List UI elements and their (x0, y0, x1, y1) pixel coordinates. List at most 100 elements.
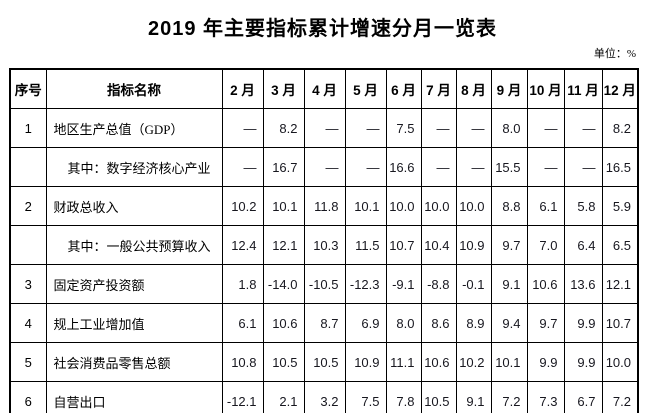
column-header-jun: 6 月 (385, 68, 422, 109)
unit-label: 单位：% (593, 48, 636, 60)
indicator-name-cell: 其中：数字经济核心产业 (45, 147, 223, 187)
value-cell: — (303, 108, 346, 148)
value-cell: -9.1 (385, 264, 422, 304)
value-cell: -8.8 (420, 264, 457, 304)
value-cell: — (526, 147, 565, 187)
value-cell: 9.1 (490, 264, 528, 304)
value-cell: 10.0 (420, 186, 457, 226)
value-cell: 10.4 (420, 225, 457, 265)
value-cell: 5.8 (563, 186, 603, 226)
value-cell: 8.0 (490, 108, 528, 148)
value-cell: — (455, 108, 492, 148)
table-row: 其中：一般公共预算收入 12.4 12.1 10.3 11.5 10.7 10.… (9, 225, 639, 265)
column-header-apr: 4 月 (303, 68, 346, 109)
value-cell: 6.9 (344, 303, 387, 343)
row-number-cell (9, 147, 47, 187)
column-header-nov: 11 月 (563, 68, 603, 109)
table-row: 1 地区生产总值（GDP） — 8.2 — — 7.5 — — 8.0 — — … (9, 108, 639, 148)
value-cell: 7.2 (601, 381, 639, 413)
value-cell: 10.8 (221, 342, 264, 382)
row-number-cell: 5 (9, 342, 47, 382)
value-cell: 7.0 (526, 225, 565, 265)
value-cell: 1.8 (221, 264, 264, 304)
value-cell: 6.7 (563, 381, 603, 413)
value-cell: 9.7 (526, 303, 565, 343)
value-cell: 11.5 (344, 225, 387, 265)
value-cell: -14.0 (262, 264, 305, 304)
row-number-cell: 2 (9, 186, 47, 226)
value-cell: 7.5 (344, 381, 387, 413)
value-cell: — (221, 147, 264, 187)
value-cell: 8.0 (385, 303, 422, 343)
value-cell: 10.1 (344, 186, 387, 226)
value-cell: 2.1 (262, 381, 305, 413)
table-row: 5 社会消费品零售总额 10.8 10.5 10.5 10.9 11.1 10.… (9, 342, 639, 382)
value-cell: 6.5 (601, 225, 639, 265)
table-row: 2 财政总收入 10.2 10.1 11.8 10.1 10.0 10.0 10… (9, 186, 639, 226)
value-cell: 10.7 (385, 225, 422, 265)
value-cell: 10.2 (455, 342, 492, 382)
value-cell: 15.5 (490, 147, 528, 187)
value-cell: 9.7 (490, 225, 528, 265)
value-cell: 10.1 (490, 342, 528, 382)
value-cell: -10.5 (303, 264, 346, 304)
value-cell: 16.7 (262, 147, 305, 187)
column-header-jul: 7 月 (420, 68, 457, 109)
value-cell: 10.5 (420, 381, 457, 413)
value-cell: 10.0 (601, 342, 639, 382)
page-title: 2019 年主要指标累计增速分月一览表 (147, 18, 498, 40)
value-cell: -0.1 (455, 264, 492, 304)
column-header-may: 5 月 (344, 68, 387, 109)
value-cell: — (526, 108, 565, 148)
row-number-cell: 4 (9, 303, 47, 343)
value-cell: 10.6 (262, 303, 305, 343)
value-cell: 10.0 (455, 186, 492, 226)
value-cell: 7.2 (490, 381, 528, 413)
value-cell: — (563, 147, 603, 187)
indicator-name-cell: 社会消费品零售总额 (45, 342, 223, 382)
value-cell: 16.6 (385, 147, 422, 187)
value-cell: 6.4 (563, 225, 603, 265)
column-header-serial: 序号 (9, 68, 47, 109)
value-cell: 10.7 (601, 303, 639, 343)
value-cell: 8.7 (303, 303, 346, 343)
column-header-sep: 9 月 (490, 68, 528, 109)
header-row: 序号 指标名称 2 月 3 月 4 月 5 月 6 月 7 月 8 月 9 月 … (9, 68, 639, 109)
value-cell: 10.3 (303, 225, 346, 265)
value-cell: 7.5 (385, 108, 422, 148)
value-cell: 9.9 (563, 342, 603, 382)
value-cell: 10.5 (262, 342, 305, 382)
value-cell: 12.1 (262, 225, 305, 265)
value-cell: 9.1 (455, 381, 492, 413)
indicator-name-cell: 规上工业增加值 (45, 303, 223, 343)
value-cell: 10.9 (455, 225, 492, 265)
value-cell: 5.9 (601, 186, 639, 226)
value-cell: 11.1 (385, 342, 422, 382)
value-cell: — (420, 147, 457, 187)
value-cell: 10.0 (385, 186, 422, 226)
value-cell: 3.2 (303, 381, 346, 413)
value-cell: — (344, 108, 387, 148)
value-cell: 12.4 (221, 225, 264, 265)
value-cell: 8.8 (490, 186, 528, 226)
value-cell: — (420, 108, 457, 148)
indicator-name-cell: 固定资产投资额 (45, 264, 223, 304)
value-cell: 10.5 (303, 342, 346, 382)
value-cell: 7.8 (385, 381, 422, 413)
value-cell: -12.1 (221, 381, 264, 413)
table-row: 6 自营出口 -12.1 2.1 3.2 7.5 7.8 10.5 9.1 7.… (9, 381, 639, 413)
column-header-mar: 3 月 (262, 68, 305, 109)
value-cell: 10.6 (526, 264, 565, 304)
value-cell: 8.2 (601, 108, 639, 148)
table-row: 3 固定资产投资额 1.8 -14.0 -10.5 -12.3 -9.1 -8.… (9, 264, 639, 304)
value-cell: — (221, 108, 264, 148)
value-cell: 7.3 (526, 381, 565, 413)
value-cell: — (563, 108, 603, 148)
column-header-dec: 12 月 (601, 68, 639, 109)
indicator-name-cell: 其中：一般公共预算收入 (45, 225, 223, 265)
value-cell: 11.8 (303, 186, 346, 226)
value-cell: 12.1 (601, 264, 639, 304)
row-number-cell (9, 225, 47, 265)
value-cell: -12.3 (344, 264, 387, 304)
